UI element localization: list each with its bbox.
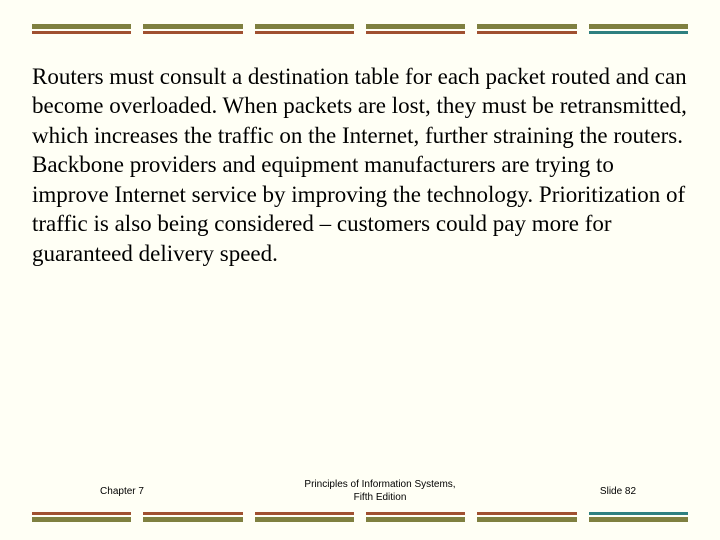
body-text: Routers must consult a destination table… <box>32 62 688 268</box>
decor-bar <box>255 512 354 515</box>
decor-bar-group <box>477 512 576 522</box>
footer-title-line1: Principles of Information Systems, <box>304 479 455 490</box>
decor-bar <box>589 517 688 522</box>
decor-bar-group <box>143 512 242 522</box>
decor-bar-group <box>366 512 465 522</box>
decor-bar <box>589 31 688 34</box>
bottom-decor-bars <box>32 512 688 522</box>
decor-bar <box>477 517 576 522</box>
decor-bar <box>366 517 465 522</box>
decor-bar-group <box>143 24 242 34</box>
decor-bar-group <box>589 24 688 34</box>
decor-bar-group <box>32 24 131 34</box>
decor-bar <box>366 24 465 29</box>
decor-bar <box>477 512 576 515</box>
decor-bar-group <box>589 512 688 522</box>
decor-bar <box>143 31 242 34</box>
decor-bar <box>477 24 576 29</box>
decor-bar <box>143 517 242 522</box>
decor-bar <box>366 31 465 34</box>
decor-bar <box>143 24 242 29</box>
decor-bar <box>589 512 688 515</box>
footer-chapter: Chapter 7 <box>32 486 212 497</box>
footer-title: Principles of Information Systems, Fifth… <box>212 478 548 504</box>
decor-bar-group <box>255 24 354 34</box>
footer-slide-number: Slide 82 <box>548 486 688 497</box>
decor-bar <box>255 24 354 29</box>
decor-bar <box>589 24 688 29</box>
decor-bar <box>32 512 131 515</box>
decor-bar-group <box>255 512 354 522</box>
slide-footer: Chapter 7 Principles of Information Syst… <box>32 478 688 504</box>
decor-bar-group <box>32 512 131 522</box>
decor-bar <box>255 517 354 522</box>
decor-bar <box>143 512 242 515</box>
decor-bar-group <box>477 24 576 34</box>
decor-bar-group <box>366 24 465 34</box>
decor-bar <box>255 31 354 34</box>
decor-bar <box>32 24 131 29</box>
decor-bar <box>477 31 576 34</box>
decor-bar <box>32 31 131 34</box>
footer-title-line2: Fifth Edition <box>354 492 407 503</box>
decor-bar <box>366 512 465 515</box>
top-decor-bars <box>32 24 688 34</box>
decor-bar <box>32 517 131 522</box>
